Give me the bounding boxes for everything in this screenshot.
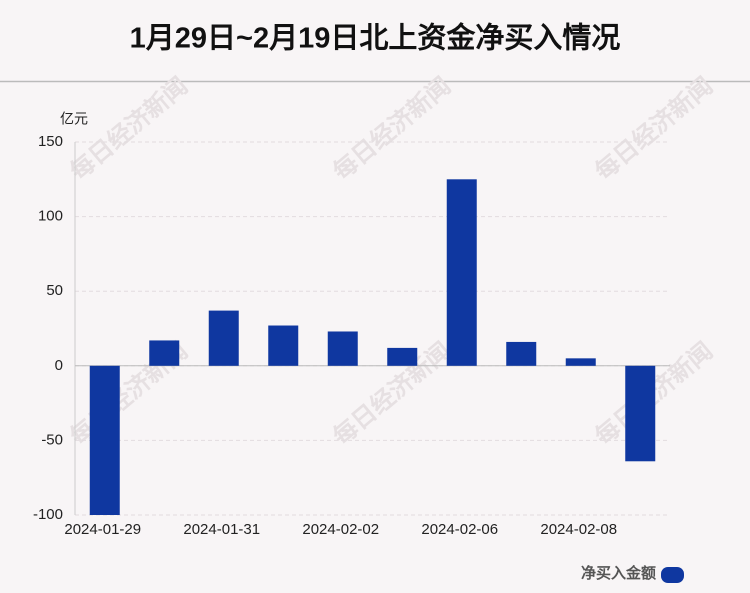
y-tick-label: 0 xyxy=(55,357,63,374)
y-tick-label: 100 xyxy=(38,208,63,225)
legend-swatch xyxy=(661,567,684,583)
y-tick-label: 150 xyxy=(38,133,63,150)
bar xyxy=(625,365,656,462)
x-tick-label: 2024-02-08 xyxy=(540,521,617,538)
bar xyxy=(268,325,299,366)
x-tick-label: 2024-01-31 xyxy=(183,521,260,538)
x-tick-label: 2024-02-06 xyxy=(421,521,498,538)
y-tick-label: -50 xyxy=(41,431,63,448)
legend-label: 净买入金额 xyxy=(581,564,656,582)
bar xyxy=(327,331,358,366)
bar xyxy=(387,347,418,366)
bar xyxy=(149,340,180,366)
bar xyxy=(208,310,239,366)
y-tick-label: -100 xyxy=(33,506,63,523)
x-tick-label: 2024-01-29 xyxy=(64,521,141,538)
bar xyxy=(506,341,537,366)
bar xyxy=(446,179,477,366)
y-unit: 亿元 xyxy=(60,111,88,127)
bar xyxy=(565,358,596,366)
x-tick-label: 2024-02-02 xyxy=(302,521,379,538)
chart-title: 1月29日~2月19日北上资金净买入情况 xyxy=(130,21,621,55)
y-tick-label: 50 xyxy=(46,282,63,299)
bar xyxy=(89,365,120,515)
